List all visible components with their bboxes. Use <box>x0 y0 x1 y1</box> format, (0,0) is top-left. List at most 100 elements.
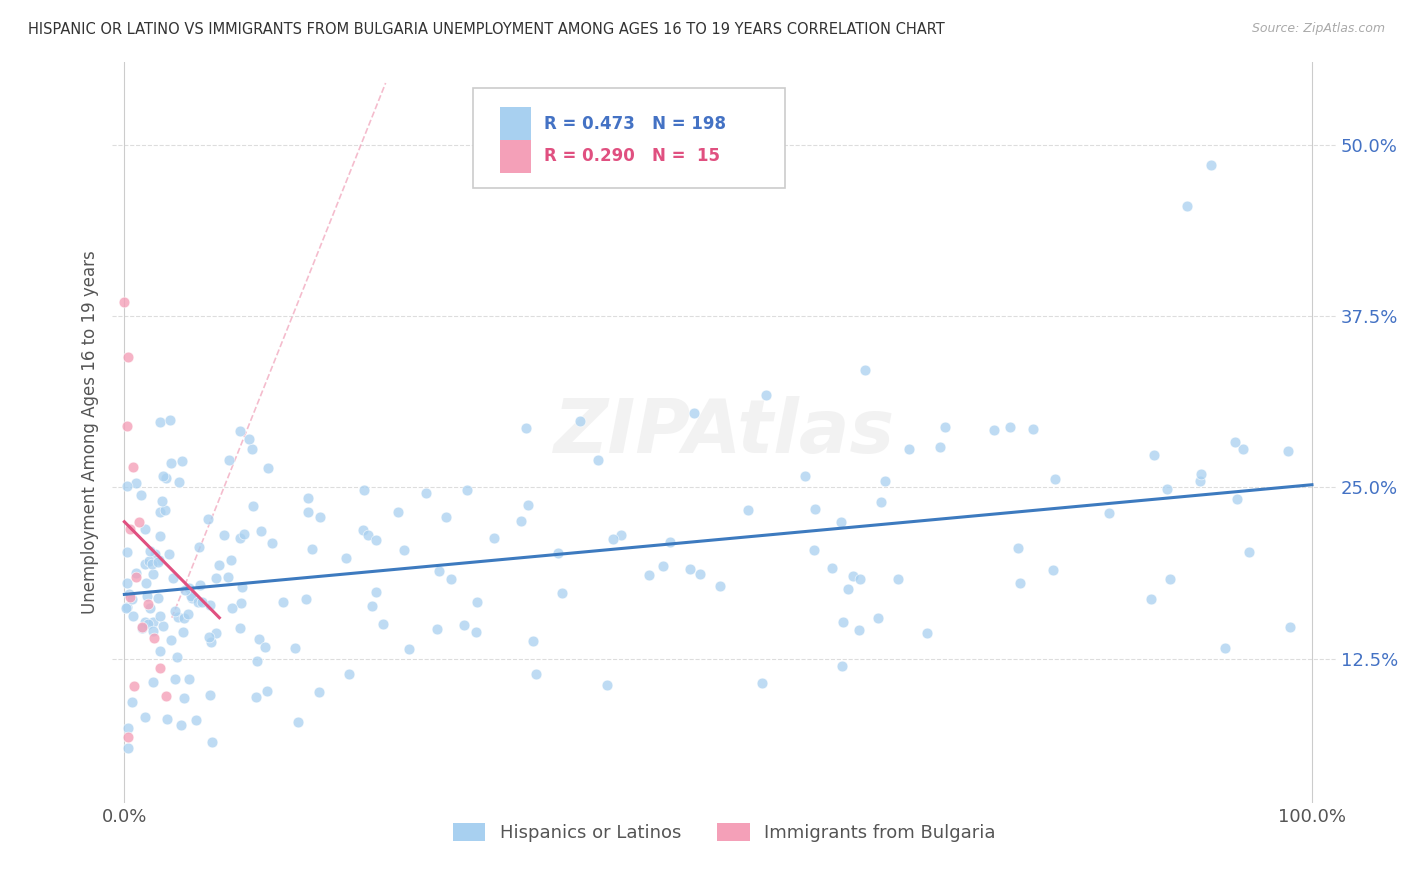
Point <box>830 515 852 529</box>
Point <box>841 569 863 583</box>
Point <box>121 592 143 607</box>
Point <box>1237 545 1260 559</box>
Point <box>1021 422 1043 436</box>
Point <box>868 611 890 625</box>
Point <box>398 642 420 657</box>
Point <box>793 469 815 483</box>
Point <box>610 527 633 541</box>
Point <box>197 512 219 526</box>
Point <box>177 673 200 687</box>
Point <box>803 543 825 558</box>
Point <box>152 468 174 483</box>
Point <box>1279 619 1302 633</box>
Point <box>169 475 191 489</box>
Point <box>139 543 162 558</box>
Point <box>352 523 374 537</box>
Point <box>453 618 475 632</box>
Point <box>510 514 533 528</box>
Point <box>129 488 152 502</box>
Point <box>200 635 222 649</box>
Point <box>853 363 876 377</box>
Point <box>1043 472 1066 486</box>
Point <box>524 666 547 681</box>
Point <box>188 578 211 592</box>
Point <box>929 440 952 454</box>
Point <box>232 527 254 541</box>
Point <box>134 615 156 629</box>
Text: R = 0.473   N = 198: R = 0.473 N = 198 <box>544 115 727 133</box>
Point <box>595 678 617 692</box>
Point <box>167 610 190 624</box>
Point <box>205 626 228 640</box>
Point <box>254 640 277 654</box>
Point <box>387 505 409 519</box>
Point <box>245 690 267 705</box>
Point <box>115 575 138 590</box>
Point <box>1277 444 1299 458</box>
Point <box>366 533 388 547</box>
Point <box>173 611 195 625</box>
Point <box>1199 158 1222 172</box>
Point <box>484 531 506 545</box>
Point <box>751 675 773 690</box>
Point <box>149 529 172 543</box>
Point <box>131 620 153 634</box>
Point <box>121 459 143 474</box>
Point <box>170 454 193 468</box>
Point <box>159 456 181 470</box>
Point <box>875 475 897 489</box>
Point <box>131 621 153 635</box>
Point <box>122 679 145 693</box>
Point <box>160 633 183 648</box>
Point <box>465 625 488 640</box>
Point <box>184 713 207 727</box>
Point <box>152 619 174 633</box>
Point <box>205 571 228 585</box>
Point <box>427 564 450 578</box>
Point <box>155 470 177 484</box>
Point <box>547 546 569 560</box>
Point <box>121 609 143 624</box>
Point <box>301 541 323 556</box>
Point <box>440 572 463 586</box>
Point <box>415 485 437 500</box>
Point <box>602 533 624 547</box>
Point <box>142 674 165 689</box>
Text: Source: ZipAtlas.com: Source: ZipAtlas.com <box>1251 22 1385 36</box>
Point <box>309 510 332 524</box>
Point <box>139 601 162 615</box>
Point <box>371 617 394 632</box>
Point <box>1213 640 1236 655</box>
Point <box>229 596 252 610</box>
Point <box>148 553 170 567</box>
Point <box>201 735 224 749</box>
Point <box>682 405 704 419</box>
Point <box>136 597 159 611</box>
Point <box>177 607 200 622</box>
Point <box>125 566 148 580</box>
Point <box>219 552 242 566</box>
Bar <box>501 107 531 141</box>
FancyBboxPatch shape <box>474 88 786 188</box>
Point <box>134 522 156 536</box>
Point <box>737 502 759 516</box>
Point <box>1042 562 1064 576</box>
Point <box>361 599 384 613</box>
Point <box>136 590 159 604</box>
Point <box>118 587 141 601</box>
Point <box>709 579 731 593</box>
Point <box>218 569 240 583</box>
Point <box>221 600 243 615</box>
Point <box>218 453 240 467</box>
Point <box>436 509 458 524</box>
Point <box>125 569 148 583</box>
Point <box>146 591 169 606</box>
Point <box>149 505 172 519</box>
Point <box>456 483 478 497</box>
Point <box>284 641 307 656</box>
Point <box>188 540 211 554</box>
Point <box>198 631 221 645</box>
Point <box>138 554 160 568</box>
Point <box>149 661 172 675</box>
Text: ZIPAtlas: ZIPAtlas <box>554 396 894 469</box>
